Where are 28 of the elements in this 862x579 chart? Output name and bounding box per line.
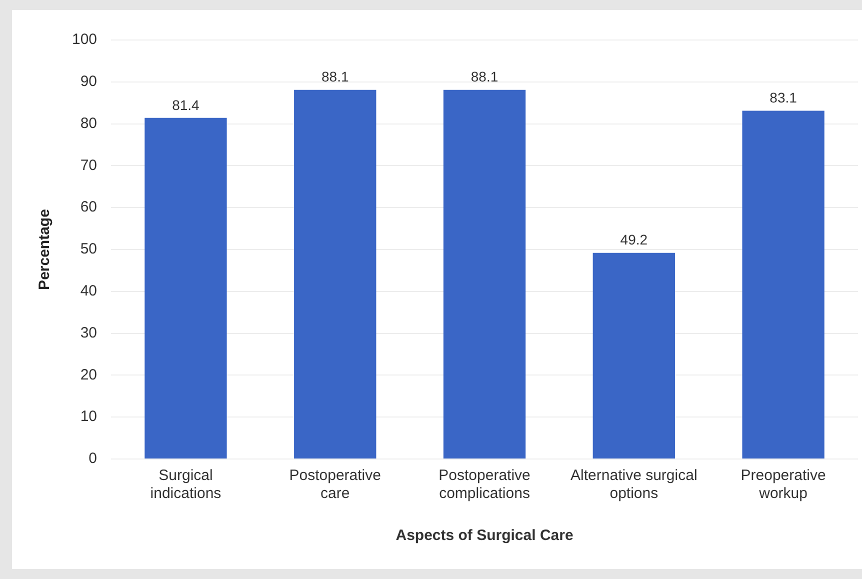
y-tick-label: 30 — [80, 324, 98, 342]
y-tick-label: 20 — [80, 366, 98, 384]
bar — [443, 90, 526, 458]
bar — [294, 90, 376, 458]
x-tick-label: Postoperative complications — [438, 467, 530, 502]
y-tick-label: 80 — [80, 114, 98, 132]
x-tick-label: Surgical indications — [150, 467, 222, 502]
x-tick-label: Postoperative care — [289, 467, 381, 502]
y-axis-title: Percentage — [36, 209, 54, 290]
x-axis-title: Aspects of Surgical Care — [396, 527, 574, 544]
bar — [742, 110, 824, 458]
x-tick-label: Preoperative workup — [740, 467, 826, 502]
y-tick-label: 50 — [80, 240, 98, 258]
data-label: 81.4 — [172, 96, 200, 113]
data-label: 49.2 — [620, 232, 648, 248]
y-tick-label: 90 — [80, 73, 98, 90]
y-tick-label: 60 — [80, 198, 98, 216]
y-tick-label: 70 — [80, 156, 98, 174]
bar — [592, 252, 675, 458]
x-tick-label: Alternative surgical options — [570, 467, 698, 502]
y-tick-label: 10 — [80, 408, 98, 426]
y-tick-label: 40 — [80, 282, 98, 300]
data-label: 88.1 — [321, 68, 349, 85]
y-tick-label: 0 — [88, 450, 98, 468]
data-label: 83.1 — [770, 90, 798, 106]
y-tick-label: 100 — [72, 31, 98, 48]
bar — [144, 118, 227, 458]
data-label: 88.1 — [470, 68, 498, 85]
